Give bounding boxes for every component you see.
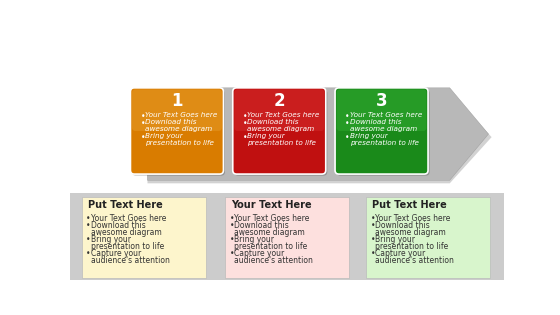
Text: Your Text Here: Your Text Here <box>231 200 312 210</box>
Text: presentation to life: presentation to life <box>145 140 214 146</box>
FancyBboxPatch shape <box>225 197 349 278</box>
Text: awesome diagram: awesome diagram <box>234 228 305 237</box>
Text: Bring your: Bring your <box>375 235 416 244</box>
Text: audience's attention: audience's attention <box>234 256 313 265</box>
FancyBboxPatch shape <box>130 88 223 174</box>
Text: •: • <box>86 214 91 223</box>
Text: Put Text Here: Put Text Here <box>372 200 447 210</box>
Text: Bring your: Bring your <box>248 133 285 139</box>
Text: Capture your: Capture your <box>234 249 284 258</box>
Text: audience's attention: audience's attention <box>375 256 454 265</box>
FancyBboxPatch shape <box>234 89 327 176</box>
FancyBboxPatch shape <box>366 197 490 278</box>
Text: Bring your: Bring your <box>91 235 131 244</box>
Text: Download this: Download this <box>234 221 289 230</box>
Text: •: • <box>243 119 248 129</box>
Text: awesome diagram: awesome diagram <box>145 126 212 132</box>
Text: Capture your: Capture your <box>375 249 426 258</box>
Text: •: • <box>243 112 248 122</box>
Text: Download this: Download this <box>350 119 402 125</box>
Text: Your Text Goes here: Your Text Goes here <box>375 214 451 223</box>
Text: 1: 1 <box>171 92 183 110</box>
FancyBboxPatch shape <box>234 89 324 131</box>
Text: •: • <box>345 119 349 129</box>
Text: Put Text Here: Put Text Here <box>88 200 162 210</box>
Text: Download this: Download this <box>248 119 299 125</box>
FancyBboxPatch shape <box>82 197 206 278</box>
Text: •: • <box>345 112 349 122</box>
FancyBboxPatch shape <box>70 193 504 315</box>
FancyBboxPatch shape <box>337 89 430 176</box>
Text: •: • <box>345 133 349 142</box>
Text: Your Text Goes here: Your Text Goes here <box>350 112 422 118</box>
Text: •: • <box>230 235 234 244</box>
Text: audience's attention: audience's attention <box>91 256 170 265</box>
Text: Your Text Goes here: Your Text Goes here <box>234 214 310 223</box>
Text: Linear Dimensions: Linear Dimensions <box>138 43 325 61</box>
Text: •: • <box>230 249 234 258</box>
Text: Bring your: Bring your <box>350 133 388 139</box>
FancyBboxPatch shape <box>132 89 222 131</box>
Text: •: • <box>230 221 234 230</box>
Text: Your Text Goes here: Your Text Goes here <box>145 112 217 118</box>
Text: presentation to life: presentation to life <box>248 140 316 146</box>
Text: 3: 3 <box>376 92 388 110</box>
Text: presentation to life: presentation to life <box>375 242 449 251</box>
Text: •: • <box>371 235 375 244</box>
Text: •: • <box>86 249 91 258</box>
Text: awesome diagram: awesome diagram <box>91 228 162 237</box>
FancyBboxPatch shape <box>335 88 428 174</box>
Text: 2: 2 <box>273 92 285 110</box>
Text: Download this: Download this <box>145 119 197 125</box>
Text: •: • <box>230 214 234 223</box>
Polygon shape <box>147 91 492 183</box>
Text: awesome diagram: awesome diagram <box>248 126 315 132</box>
Text: •: • <box>371 249 375 258</box>
Text: awesome diagram: awesome diagram <box>350 126 417 132</box>
FancyBboxPatch shape <box>70 38 504 86</box>
Text: Your Text Goes here: Your Text Goes here <box>248 112 320 118</box>
Text: awesome diagram: awesome diagram <box>375 228 446 237</box>
FancyBboxPatch shape <box>337 89 427 131</box>
Text: Bring your: Bring your <box>145 133 183 139</box>
Text: – 3 Stages: – 3 Stages <box>251 43 361 61</box>
Text: Capture your: Capture your <box>91 249 141 258</box>
Text: Bring your: Bring your <box>234 235 274 244</box>
Text: •: • <box>371 221 375 230</box>
Text: •: • <box>141 133 145 142</box>
Text: •: • <box>371 214 375 223</box>
Text: •: • <box>141 112 145 122</box>
Text: Download this: Download this <box>91 221 146 230</box>
Text: Your Text Goes here: Your Text Goes here <box>91 214 166 223</box>
Text: •: • <box>141 119 145 129</box>
FancyBboxPatch shape <box>132 89 225 176</box>
Text: •: • <box>86 221 91 230</box>
Text: •: • <box>243 133 248 142</box>
FancyBboxPatch shape <box>233 88 326 174</box>
Polygon shape <box>147 88 488 180</box>
Text: presentation to life: presentation to life <box>91 242 164 251</box>
Text: presentation to life: presentation to life <box>350 140 419 146</box>
Text: •: • <box>86 235 91 244</box>
Text: presentation to life: presentation to life <box>234 242 307 251</box>
Text: Download this: Download this <box>375 221 430 230</box>
